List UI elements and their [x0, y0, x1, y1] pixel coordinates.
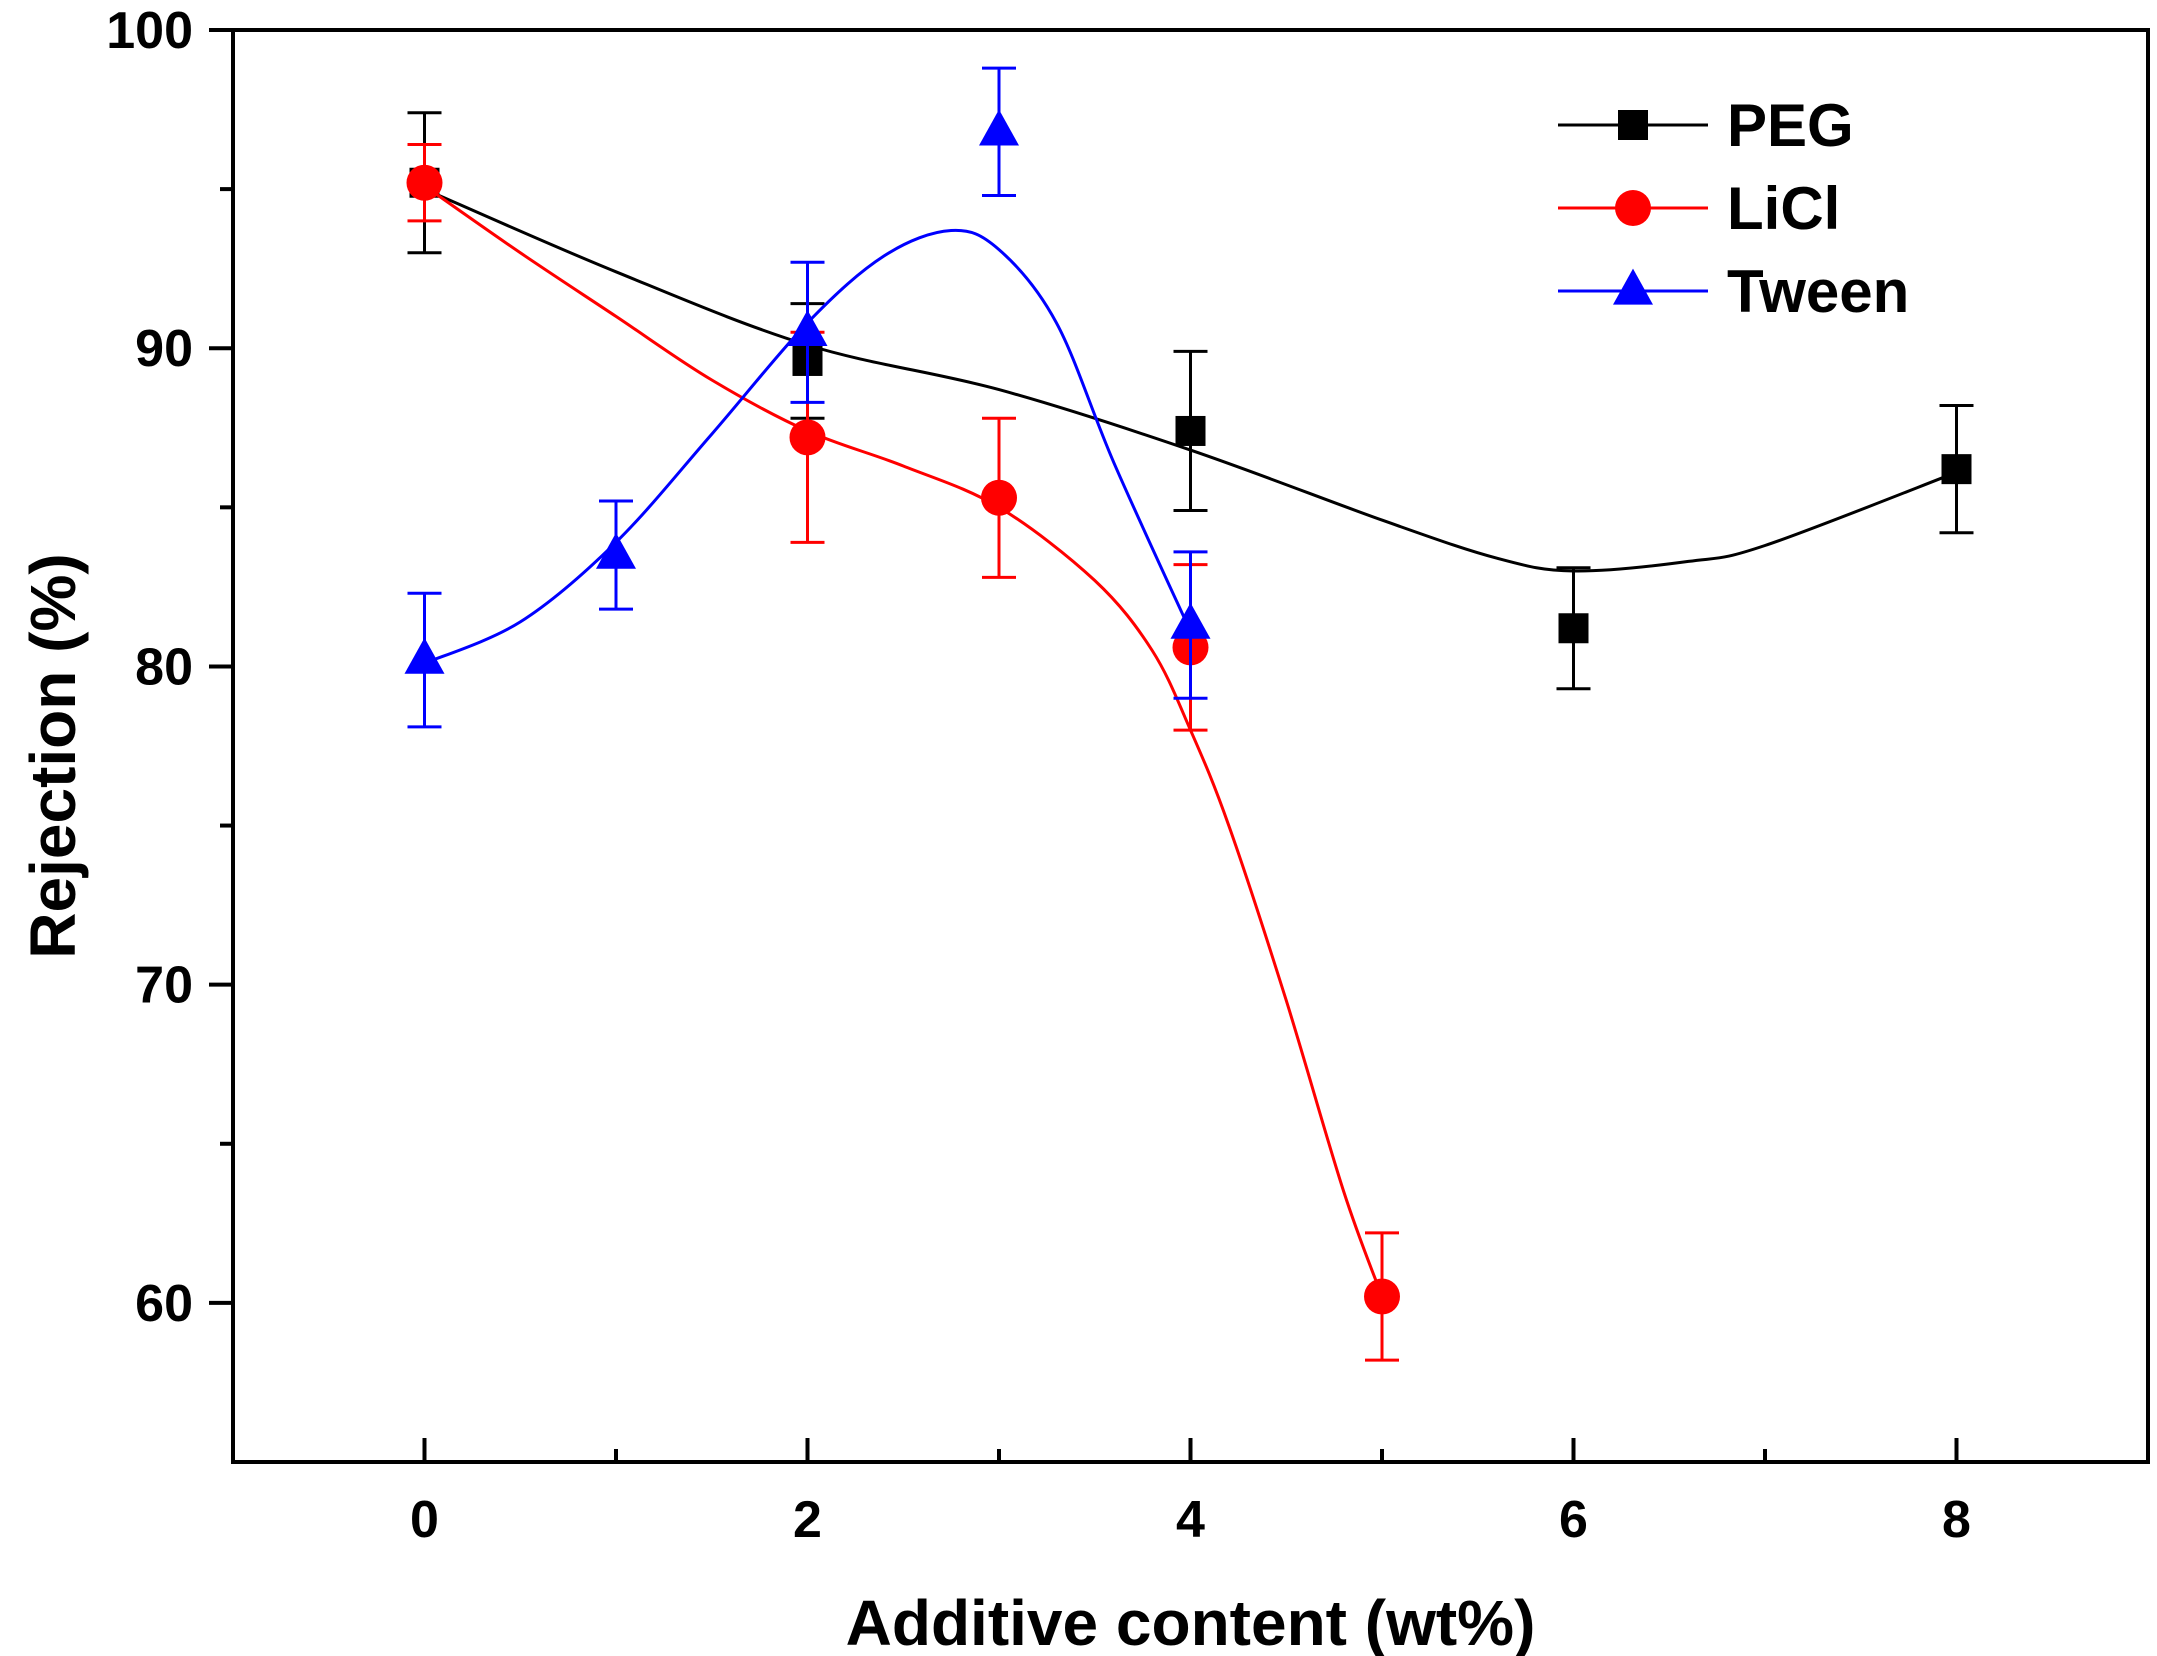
series-tween-point — [1170, 602, 1211, 639]
legend: PEG LiCl Tween — [1558, 92, 1909, 325]
x-tick-label: 2 — [793, 1491, 822, 1549]
legend-marker-peg — [1618, 110, 1648, 140]
legend-marker-tween — [1613, 268, 1653, 305]
x-tick-label: 4 — [1176, 1491, 1205, 1549]
legend-label-tween: Tween — [1727, 258, 1909, 325]
series-licl-point — [789, 419, 826, 456]
y-axis-title: Rejection (%) — [17, 553, 89, 958]
legend-entry-peg: PEG — [1558, 92, 1854, 159]
series-tween-line — [423, 228, 1192, 665]
y-tick-label: 60 — [135, 1275, 193, 1333]
series-licl-point — [406, 164, 443, 201]
plot-frame — [231, 28, 2150, 1464]
series-peg-point — [1175, 415, 1206, 446]
y-tick-label: 70 — [135, 957, 193, 1015]
x-tick-label: 8 — [1942, 1491, 1971, 1549]
axis-ticks: 0 2 4 6 8 60 70 80 90 100 — [106, 2, 1971, 1549]
x-tick-label: 6 — [1559, 1491, 1588, 1549]
series-licl-point — [981, 479, 1017, 516]
legend-entry-tween: Tween — [1558, 258, 1909, 325]
series-peg-point — [1941, 454, 1972, 485]
series-tween-point — [979, 109, 1019, 146]
legend-label-licl: LiCl — [1727, 175, 1840, 242]
series-tween-point — [404, 637, 445, 674]
series-tween-point — [596, 532, 636, 569]
x-tick-label: 0 — [410, 1491, 439, 1549]
series-licl-point — [1364, 1278, 1400, 1315]
y-tick-label: 100 — [106, 2, 193, 60]
series-peg-point — [1558, 613, 1589, 644]
legend-label-peg: PEG — [1727, 92, 1854, 159]
series-tween-point — [787, 309, 828, 346]
series-peg-line — [423, 187, 1958, 573]
legend-marker-licl — [1615, 190, 1651, 226]
series-layer — [404, 66, 1974, 1362]
series-licl-line — [423, 184, 1384, 1298]
series-tween — [404, 66, 1211, 729]
y-tick-label: 80 — [135, 638, 193, 696]
x-axis-title: Additive content (wt%) — [846, 1587, 1536, 1656]
legend-entry-licl: LiCl — [1558, 175, 1840, 242]
series-licl — [406, 143, 1400, 1362]
y-tick-label: 90 — [135, 320, 193, 378]
